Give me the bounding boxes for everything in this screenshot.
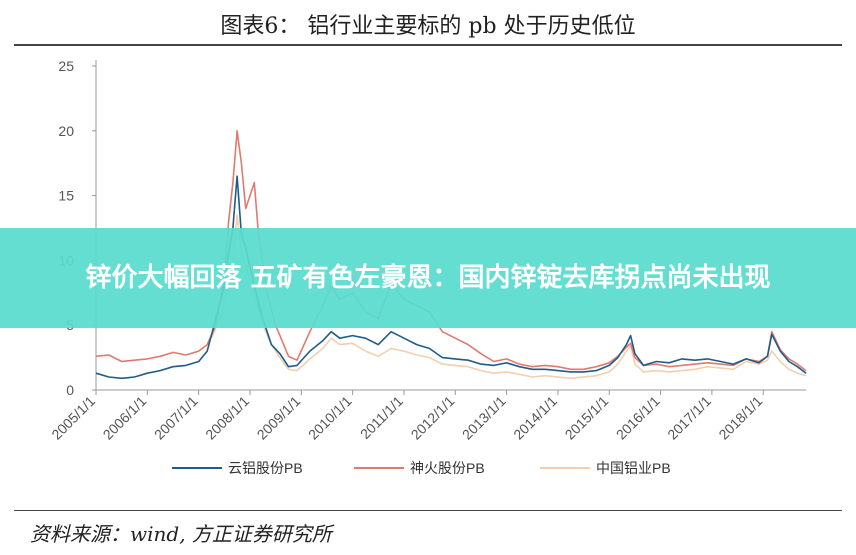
headline-text[interactable]: 锌价大幅回落 五矿有色左豪恩：国内锌锭去库拐点尚未出现 [85, 263, 771, 293]
x-tick-label: 2012/1/1 [408, 393, 458, 443]
x-tick-label: 2008/1/1 [202, 393, 252, 443]
x-tick-label: 2007/1/1 [151, 393, 201, 443]
legend-label: 中国铝业PB [596, 460, 671, 476]
x-tick-label: 2005/1/1 [48, 393, 98, 443]
headline-banner[interactable]: 锌价大幅回落 五矿有色左豪恩：国内锌锭去库拐点尚未出现 [0, 228, 856, 328]
y-tick-label: 15 [58, 188, 74, 204]
chart-legend: 云铝股份PB 神火股份PB 中国铝业PB [172, 460, 671, 476]
line-chart: 05101520252005/1/12006/1/12007/1/12008/1… [48, 58, 807, 476]
title-divider [14, 44, 842, 46]
x-tick-label: 2018/1/1 [715, 393, 765, 443]
x-tick-label: 2016/1/1 [613, 393, 663, 443]
source-note: 资料来源：wind, 方正证券研究所 [30, 522, 332, 546]
x-tick-label: 2011/1/1 [357, 393, 406, 442]
x-tick-label: 2014/1/1 [510, 393, 560, 443]
chart-title: 图表6： 铝行业主要标的 pb 处于历史低位 [220, 14, 636, 39]
series-line-2 [210, 214, 807, 380]
y-tick-label: 25 [58, 58, 74, 74]
x-tick-label: 2009/1/1 [254, 393, 304, 443]
y-tick-label: 20 [58, 123, 74, 139]
footer-divider [14, 510, 842, 511]
x-tick-label: 2010/1/1 [305, 393, 355, 443]
x-tick-label: 2006/1/1 [100, 393, 150, 443]
legend-label: 云铝股份PB [228, 460, 303, 476]
legend-label: 神火股份PB [410, 460, 485, 476]
x-tick-label: 2013/1/1 [459, 393, 509, 443]
y-tick-label: 0 [66, 382, 74, 398]
x-tick-label: 2017/1/1 [664, 393, 714, 443]
x-tick-label: 2015/1/1 [562, 393, 612, 443]
